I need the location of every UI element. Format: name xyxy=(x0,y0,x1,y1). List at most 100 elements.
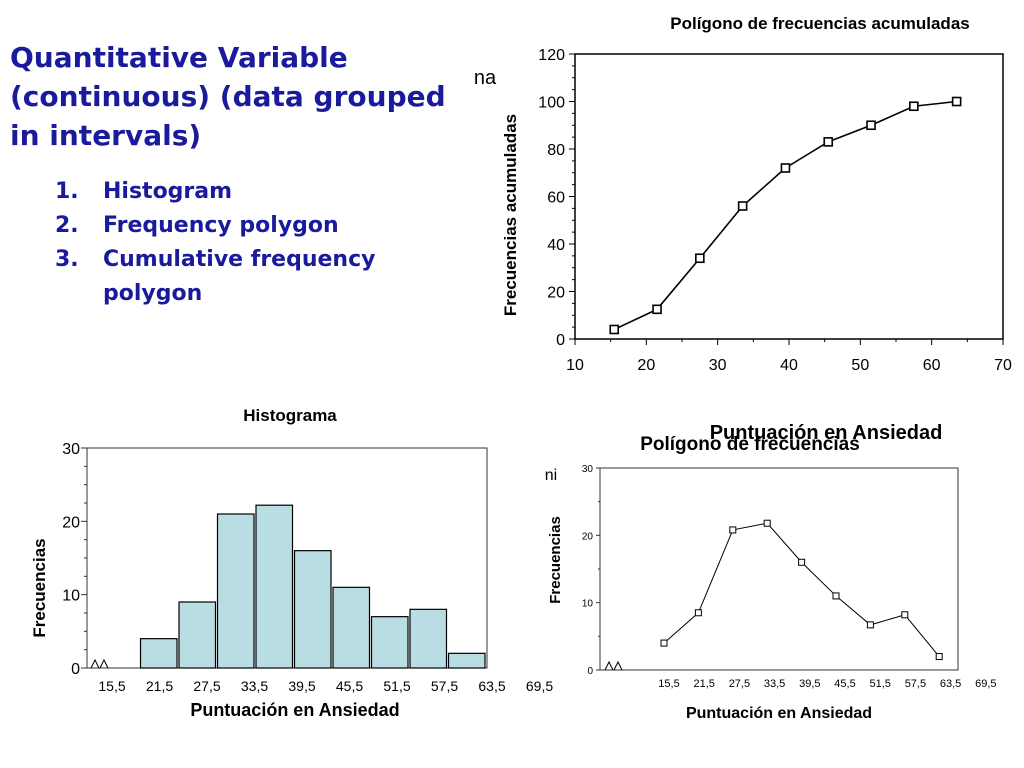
list-item: 3. Cumulative frequency polygon xyxy=(55,243,393,311)
y-tick-label: 10 xyxy=(582,599,594,610)
series-line xyxy=(613,100,957,331)
y-tick-label: 80 xyxy=(547,142,565,159)
list-item: 1. Histogram xyxy=(55,175,393,209)
histogram-bar xyxy=(216,513,255,669)
histogram-bar xyxy=(332,586,371,669)
y-tick-label: 20 xyxy=(62,514,80,531)
data-point-marker xyxy=(695,253,705,264)
y-axis-label: Frecuencias acumuladas xyxy=(501,114,520,316)
x-axis-label: Puntuación en Ansiedad xyxy=(686,705,872,722)
y-tick-label: 30 xyxy=(62,441,80,458)
chart-title: Polígono de frecuencias acumuladas xyxy=(670,14,969,33)
histogram-bar xyxy=(293,550,332,669)
plot-frame xyxy=(574,53,1004,340)
x-tick-label: 33,5 xyxy=(764,678,785,690)
data-point-marker xyxy=(798,558,806,566)
x-tick-label: 50 xyxy=(851,357,869,374)
item-number: 3. xyxy=(55,247,79,272)
data-point-marker xyxy=(866,120,876,131)
histogram-bar xyxy=(370,616,409,669)
x-axis-label: Puntuación en Ansiedad xyxy=(710,422,943,444)
data-point-marker xyxy=(935,653,943,661)
histogram-bar xyxy=(255,504,294,669)
x-axis-label: Puntuación en Ansiedad xyxy=(190,700,399,720)
y-tick-label: 0 xyxy=(556,332,565,349)
axis-break-mark xyxy=(90,658,109,669)
item-text: Frequency polygon xyxy=(103,213,339,238)
y-axis-label: Frecuencias xyxy=(30,538,49,637)
data-point-marker xyxy=(866,621,874,629)
histogram-bar xyxy=(139,638,178,669)
data-point-marker xyxy=(737,201,748,211)
histogram-bar xyxy=(447,652,486,669)
topic-list: 1. Histogram 2. Frequency polygon 3. Cumula… xyxy=(55,175,393,311)
x-tick-label: 21,5 xyxy=(693,678,714,690)
x-tick-label: 69,5 xyxy=(975,678,996,690)
y-tick-label: 100 xyxy=(538,95,565,112)
y-tick-label: 120 xyxy=(538,47,565,64)
data-point-marker xyxy=(763,519,771,527)
x-tick-label: 70 xyxy=(994,357,1012,374)
symbol-label: na xyxy=(474,67,497,89)
data-point-marker xyxy=(694,609,702,617)
cumulative-frequency-chart: Polígono de frecuencias acumuladas na Fr… xyxy=(474,14,1012,444)
data-point-marker xyxy=(609,324,620,335)
x-tick-label: 45,5 xyxy=(336,678,363,694)
x-tick-label: 15,5 xyxy=(658,678,679,690)
y-axis-label: Frecuencias xyxy=(547,516,564,604)
y-tick-label: 0 xyxy=(587,666,593,677)
x-tick-label: 63,5 xyxy=(478,678,505,694)
x-tick-label: 33,5 xyxy=(241,678,268,694)
slide-heading: Quantitative Variable (continuous) (data… xyxy=(10,41,446,152)
symbol-label: ni xyxy=(545,467,557,484)
x-tick-label: 15,5 xyxy=(98,678,125,694)
x-tick-label: 57,5 xyxy=(905,678,926,690)
x-tick-label: 69,5 xyxy=(526,678,553,694)
y-tick-label: 30 xyxy=(582,464,594,475)
frequency-polygon-chart: Polígono de frecuencias ni Frecuencias P… xyxy=(545,434,997,722)
y-tick-label: 10 xyxy=(62,588,80,605)
y-tick-label: 60 xyxy=(547,190,565,207)
x-tick-label: 51,5 xyxy=(383,678,410,694)
data-point-marker xyxy=(832,592,840,600)
item-number: 2. xyxy=(55,213,79,238)
x-tick-label: 45,5 xyxy=(834,678,855,690)
histogram-chart: Histograma Frecuencias Puntuación en Ans… xyxy=(30,406,553,720)
chart-title: Histograma xyxy=(243,406,337,425)
item-text: Cumulative frequency polygon xyxy=(103,247,376,306)
x-tick-label: 39,5 xyxy=(799,678,820,690)
y-tick-label: 20 xyxy=(582,531,594,542)
axis-break-mark xyxy=(604,660,623,671)
data-point-marker xyxy=(823,137,834,147)
y-tick-label: 40 xyxy=(547,237,565,254)
data-point-marker xyxy=(780,163,791,173)
y-tick-label: 20 xyxy=(547,285,565,302)
data-point-marker xyxy=(660,639,668,647)
item-number: 1. xyxy=(55,179,79,204)
x-tick-label: 40 xyxy=(780,357,798,374)
data-point-marker xyxy=(729,526,737,534)
x-tick-label: 60 xyxy=(923,357,941,374)
x-tick-label: 10 xyxy=(566,357,584,374)
x-tick-label: 51,5 xyxy=(869,678,890,690)
chart-title: Polígono de frecuencias xyxy=(640,434,860,455)
histogram-bar xyxy=(409,608,448,669)
x-tick-label: 27,5 xyxy=(193,678,220,694)
y-tick-label: 0 xyxy=(71,661,80,678)
x-tick-label: 21,5 xyxy=(146,678,173,694)
item-text: Histogram xyxy=(103,179,233,204)
x-tick-label: 57,5 xyxy=(431,678,458,694)
list-item: 2. Frequency polygon xyxy=(55,209,393,243)
series-line xyxy=(663,522,940,657)
plot-frame xyxy=(599,467,959,671)
data-point-marker xyxy=(652,304,662,315)
x-tick-label: 20 xyxy=(637,357,655,374)
data-point-marker xyxy=(909,101,919,112)
x-tick-label: 63,5 xyxy=(940,678,961,690)
x-tick-label: 30 xyxy=(709,357,727,374)
data-point-marker xyxy=(951,96,962,107)
histogram-bar xyxy=(178,601,217,669)
x-tick-label: 39,5 xyxy=(288,678,315,694)
x-tick-label: 27,5 xyxy=(729,678,750,690)
